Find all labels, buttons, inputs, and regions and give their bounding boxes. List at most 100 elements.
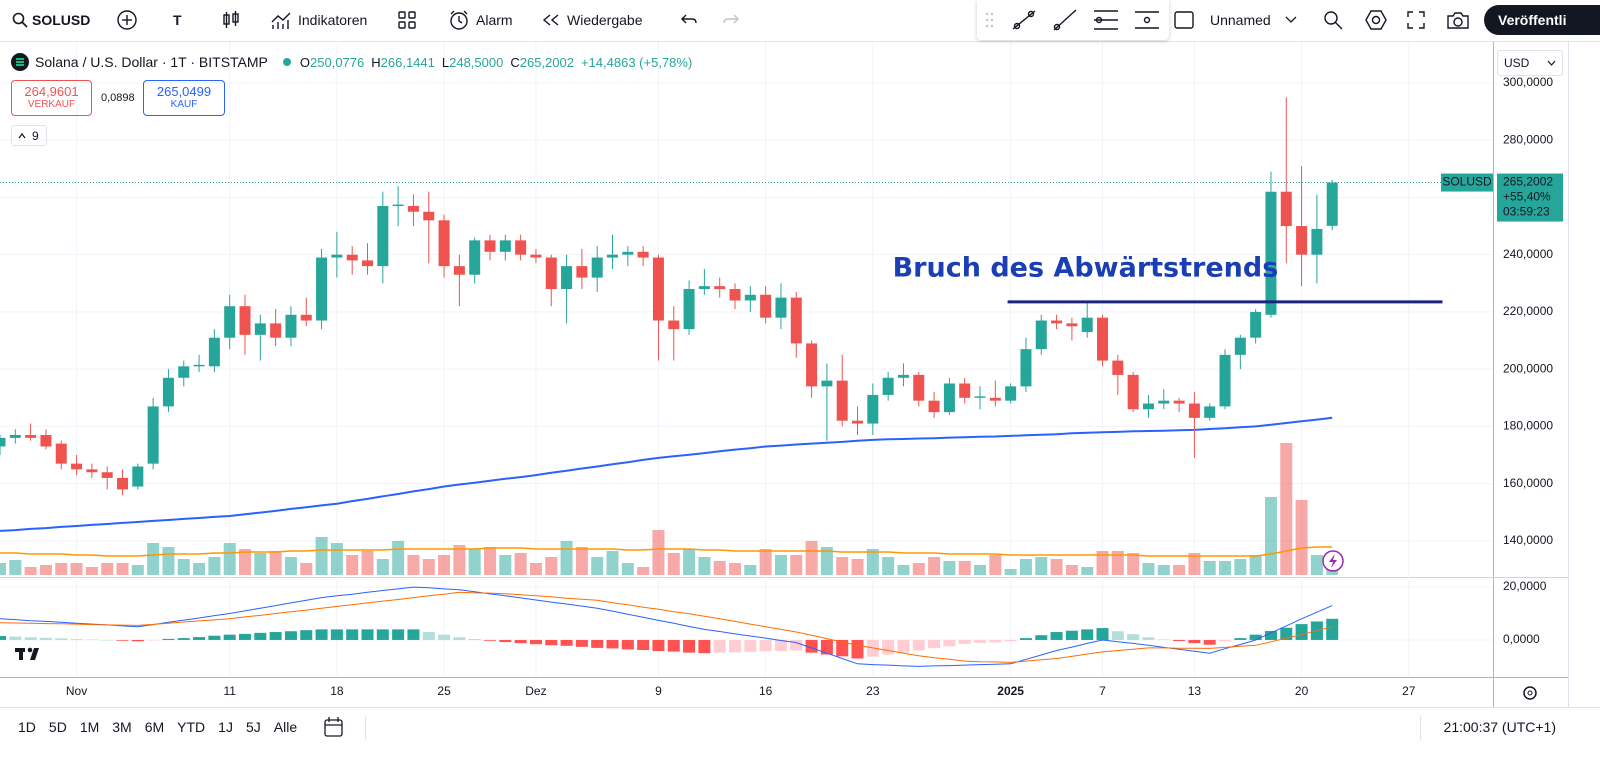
volume-bar	[55, 563, 68, 575]
timeframe-button[interactable]: 5J	[245, 719, 261, 735]
macd-histogram-bar	[1188, 639, 1201, 644]
alert-button[interactable]: Alarm	[448, 0, 513, 40]
candle-body	[1296, 226, 1308, 255]
candle-body	[1081, 317, 1093, 332]
volume-bar	[1065, 565, 1078, 575]
chart-type-button[interactable]	[221, 0, 241, 40]
candle-body	[668, 320, 680, 330]
indicator-toggle[interactable]: 9	[11, 125, 47, 146]
macd-histogram-bar	[162, 638, 175, 640]
quick-search-button[interactable]	[1322, 0, 1344, 40]
timeframe-button[interactable]: 1M	[79, 719, 100, 735]
candle-body	[40, 435, 52, 447]
macd-histogram-bar	[928, 639, 941, 649]
x-tick-label: 11	[223, 684, 236, 698]
candle-body	[622, 251, 634, 255]
macd-histogram-bar	[974, 639, 987, 643]
interval-button[interactable]: T	[173, 12, 182, 28]
currency: USD	[1504, 56, 1530, 70]
volume-bar	[85, 567, 98, 575]
candle-body	[897, 374, 909, 378]
legend: Solana / U.S. Dollar · 1T · BITSTAMP O25…	[11, 53, 692, 71]
timeframe-button[interactable]: 1D	[18, 719, 36, 735]
y-tick-label: 300,0000	[1503, 75, 1553, 89]
volume-bar	[70, 563, 83, 575]
ohlc-key: C	[510, 54, 520, 70]
drawing-toolbar	[977, 0, 1169, 40]
templates-button[interactable]	[397, 0, 417, 40]
macd-histogram-bar	[652, 639, 665, 652]
volume-bar	[9, 560, 22, 575]
volume-bar	[131, 565, 144, 575]
timeframe-button[interactable]: YTD	[177, 719, 206, 735]
timeframe-button[interactable]: 5D	[48, 719, 67, 735]
publish-button[interactable]: Veröffentli	[1484, 5, 1600, 35]
timeframe-button[interactable]: Alle	[273, 719, 298, 735]
currency-select[interactable]: USD	[1497, 50, 1563, 76]
candle-body	[438, 220, 450, 267]
alert-icon[interactable]	[1322, 550, 1344, 572]
redo-button[interactable]	[722, 0, 740, 40]
volume-bar	[912, 563, 925, 575]
moving-average-line	[0, 416, 1333, 532]
candle-body	[1005, 386, 1017, 401]
search-icon	[1324, 11, 1343, 30]
fullscreen-button[interactable]	[1406, 0, 1426, 40]
macd-histogram-bar	[376, 629, 389, 640]
price-tag-countdown: 03:59:23	[1503, 205, 1550, 219]
timeframe-button[interactable]: 1J	[218, 719, 233, 735]
volume-bar	[1264, 497, 1277, 575]
volume-bar	[376, 559, 389, 575]
macd-histogram-bar	[713, 639, 726, 653]
symbol-search[interactable]: SOLUSD	[12, 0, 90, 40]
timeframe-button[interactable]: 6M	[144, 719, 165, 735]
replay-button[interactable]: Wiedergabe	[541, 0, 643, 40]
object-tree-button[interactable]	[1174, 0, 1194, 40]
undo-button[interactable]	[680, 0, 698, 40]
plot-area: Bruch des Abwärtstrends	[0, 97, 1493, 667]
hex-icon	[1365, 10, 1387, 30]
volume-bar	[1127, 553, 1140, 575]
candle-body	[652, 257, 664, 321]
grid	[0, 42, 1493, 677]
candle-body	[1204, 406, 1216, 418]
candle-body	[331, 254, 343, 258]
drawing-tools[interactable]	[977, 0, 1169, 40]
layout-name: Unnamed	[1210, 12, 1271, 28]
buy-button[interactable]: 265,0499 KAUF	[143, 80, 225, 116]
y-tick-label: 240,0000	[1503, 247, 1553, 261]
macd-histogram-bar	[131, 639, 144, 642]
alert-label: Alarm	[476, 12, 513, 28]
layout-button[interactable]: Unnamed	[1210, 0, 1297, 40]
sell-button[interactable]: 264,9601 VERKAUF	[11, 80, 92, 116]
settings-icon[interactable]	[1523, 686, 1537, 700]
ohlc-item: H266,1441	[371, 55, 435, 70]
candle-body	[1097, 317, 1109, 361]
volume-bar	[866, 549, 879, 575]
macd-histogram-bar	[177, 638, 190, 640]
settings-button[interactable]	[1365, 0, 1387, 40]
replay-label: Wiedergabe	[567, 12, 643, 28]
volume-bar	[223, 543, 236, 575]
volume-bar	[514, 553, 527, 575]
macd-histogram-bar	[1142, 637, 1155, 640]
macd-histogram-bar	[637, 639, 650, 651]
ohlc-key: L	[441, 54, 450, 70]
timeframe-bar: 1D 5D 1M 3M 6M YTD 1J 5J Alle	[18, 719, 297, 735]
volume-bar	[208, 557, 221, 575]
date-range-icon[interactable]	[324, 717, 343, 737]
candle-body	[882, 377, 894, 395]
snapshot-button[interactable]	[1446, 0, 1470, 40]
volume-bar	[759, 549, 772, 575]
candle-body	[943, 383, 955, 413]
chevron	[1285, 16, 1297, 23]
compare-button[interactable]	[116, 0, 138, 40]
ohlc-value: 265,2002	[519, 54, 574, 70]
timeframe-button[interactable]: 3M	[112, 719, 132, 735]
candles-icon	[223, 11, 239, 28]
indicators-button[interactable]: Indikatoren	[270, 0, 367, 40]
macd-line	[0, 586, 1333, 667]
macd-histogram-bar	[1157, 639, 1170, 640]
candle-body	[775, 297, 787, 318]
candle-body	[362, 260, 374, 267]
